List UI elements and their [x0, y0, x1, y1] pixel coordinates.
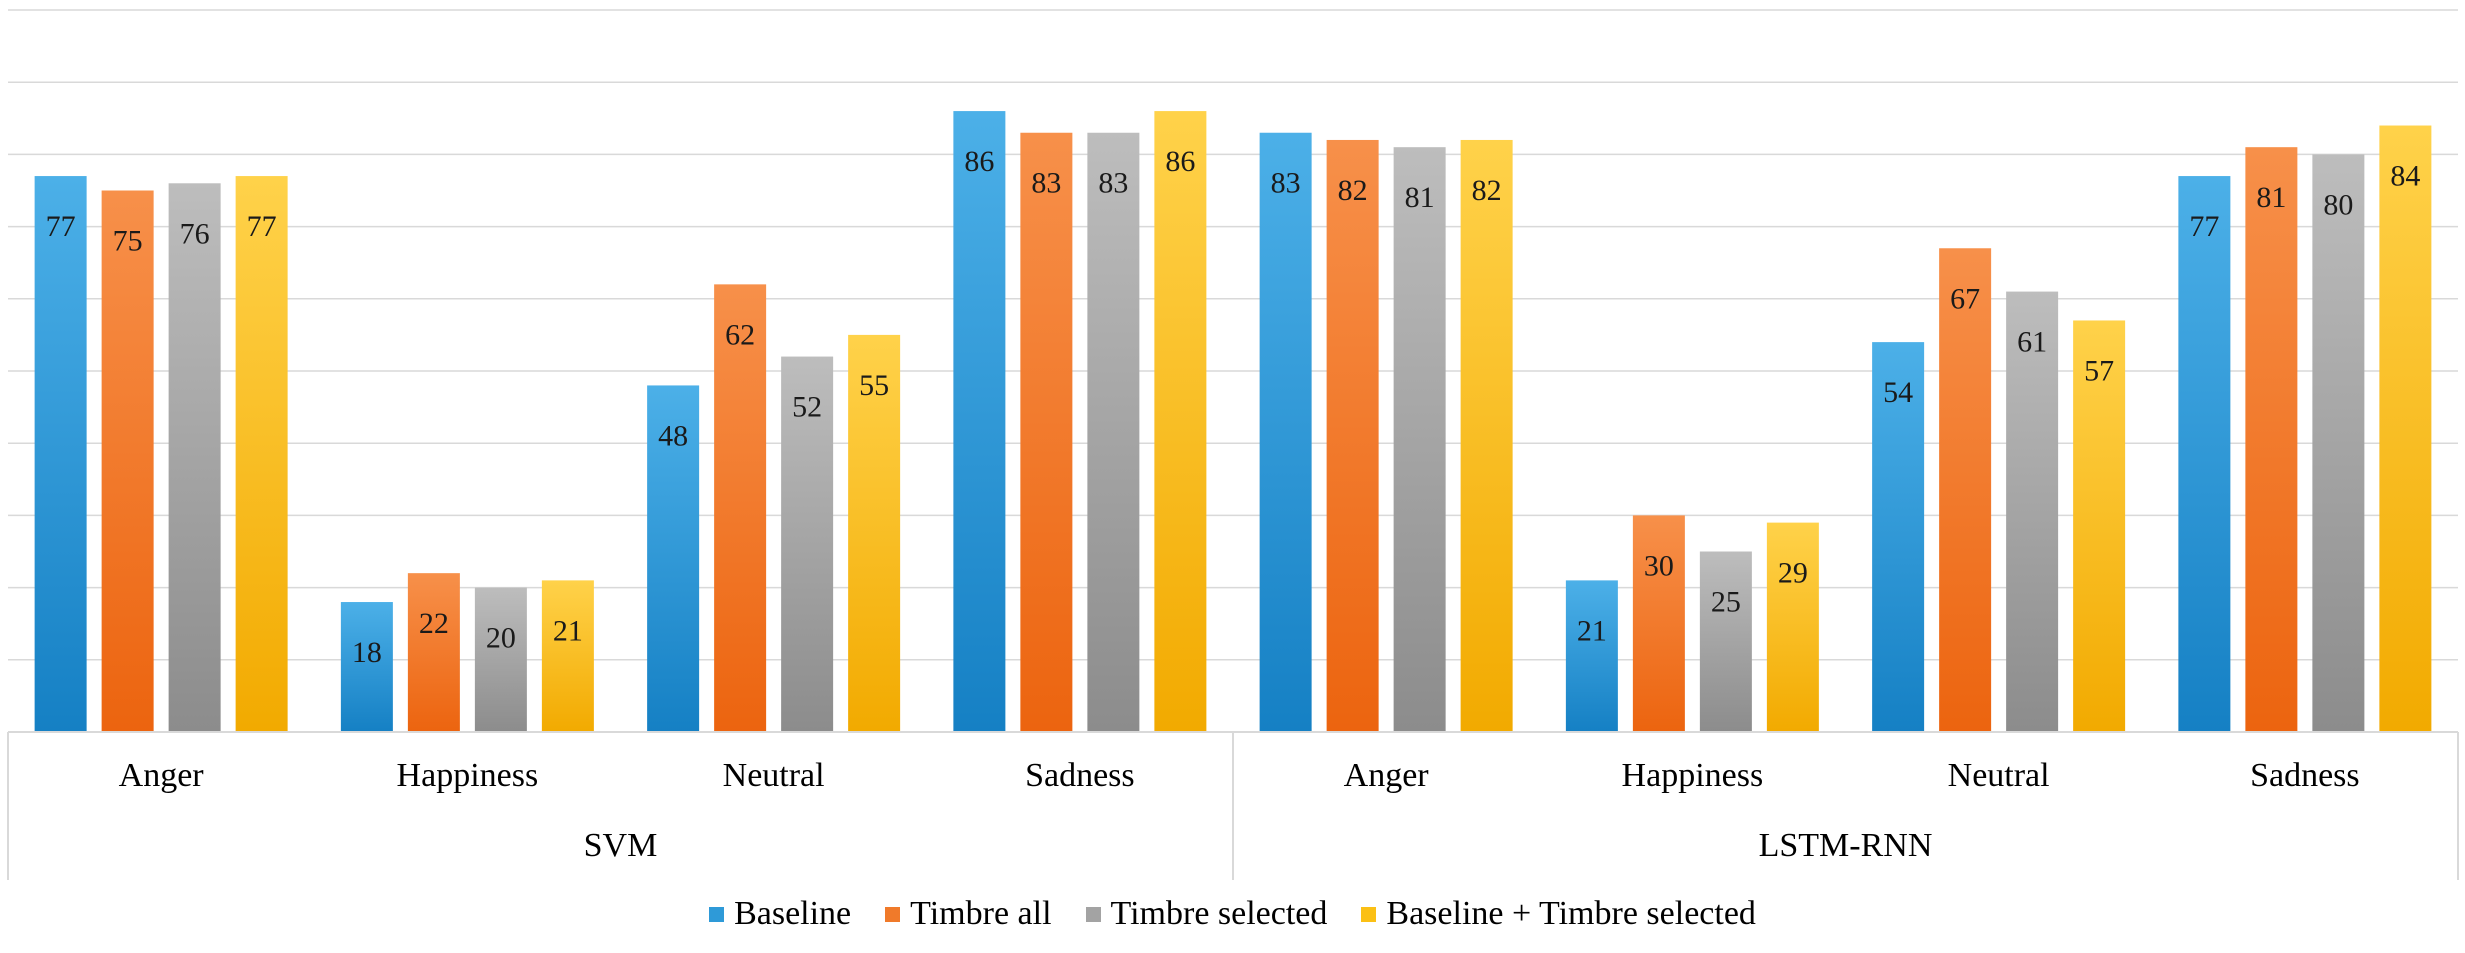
data-label-svm-anger-3: 77	[247, 210, 277, 243]
bar-lstm-rnn-neutral-2	[2006, 291, 2059, 732]
bar-lstm-rnn-anger-2	[1393, 147, 1446, 732]
data-label-svm-anger-2: 76	[180, 217, 210, 250]
bar-lstm-rnn-happiness-3	[1766, 522, 1819, 732]
data-label-lstm-rnn-neutral-2: 61	[2017, 326, 2047, 359]
bar-svm-neutral-0	[647, 385, 700, 732]
bar-svm-sadness-0	[953, 111, 1006, 732]
data-label-lstm-rnn-happiness-2: 25	[1711, 586, 1741, 619]
bar-lstm-rnn-sadness-2	[2312, 154, 2365, 732]
bar-lstm-rnn-anger-1	[1326, 139, 1379, 732]
bar-svm-sadness-3	[1154, 111, 1207, 732]
legend-swatch-baseline-timbre-selected	[1361, 906, 1377, 922]
data-label-lstm-rnn-happiness-3: 29	[1778, 557, 1808, 590]
data-label-svm-anger-1: 75	[113, 225, 143, 258]
bar-svm-anger-1	[101, 190, 154, 732]
bar-lstm-rnn-happiness-0	[1565, 580, 1618, 732]
bar-svm-happiness-1	[407, 573, 460, 732]
data-label-lstm-rnn-sadness-0: 77	[2189, 210, 2219, 243]
legend-item-timbre-selected: Timbre selected	[1085, 895, 1328, 933]
category-label-lstm-rnn-neutral: Neutral	[1948, 757, 2050, 794]
data-label-lstm-rnn-anger-0: 83	[1271, 167, 1301, 200]
bar-lstm-rnn-anger-0	[1259, 132, 1312, 733]
data-label-svm-sadness-2: 83	[1098, 167, 1128, 200]
bar-svm-anger-2	[168, 183, 221, 732]
data-label-lstm-rnn-anger-3: 82	[1472, 174, 1502, 207]
legend-item-baseline-timbre-selected: Baseline + Timbre selected	[1361, 895, 1756, 933]
bar-svm-anger-3	[235, 176, 288, 732]
bar-svm-anger-0	[34, 176, 87, 732]
bar-svm-sadness-1	[1020, 132, 1073, 733]
bar-svm-happiness-2	[474, 587, 527, 732]
bar-lstm-rnn-happiness-1	[1632, 515, 1685, 732]
data-label-svm-neutral-3: 55	[859, 369, 889, 402]
category-label-svm-anger: Anger	[119, 757, 205, 794]
category-label-lstm-rnn-anger: Anger	[1344, 757, 1430, 794]
data-label-lstm-rnn-happiness-1: 30	[1644, 549, 1674, 582]
category-label-lstm-rnn-happiness: Happiness	[1622, 757, 1764, 794]
data-label-lstm-rnn-sadness-3: 84	[2390, 160, 2420, 193]
data-label-svm-sadness-1: 83	[1031, 167, 1061, 200]
data-label-svm-happiness-0: 18	[352, 636, 382, 669]
bar-lstm-rnn-neutral-1	[1939, 248, 1992, 732]
x-axis: Anger Happiness Neutral Sadness Anger Happine…	[7, 731, 2459, 880]
group-label-lstm-rnn: LSTM-RNN	[1759, 827, 1933, 864]
data-label-svm-happiness-2: 20	[486, 622, 516, 655]
bar-lstm-rnn-sadness-0	[2178, 176, 2231, 732]
legend-label-baseline: Baseline	[734, 895, 852, 932]
group-label-svm: SVM	[584, 827, 658, 864]
bar-svm-neutral-2	[781, 356, 834, 732]
data-label-lstm-rnn-anger-2: 81	[1405, 181, 1435, 214]
legend-item-timbre-all: Timbre all	[885, 895, 1052, 933]
bar-svm-neutral-3	[848, 334, 901, 732]
bar-svm-happiness-0	[340, 602, 393, 732]
data-label-svm-sadness-3: 86	[1165, 145, 1195, 178]
bar-lstm-rnn-sadness-1	[2245, 147, 2298, 732]
legend-item-baseline: Baseline	[709, 895, 851, 933]
data-label-lstm-rnn-neutral-3: 57	[2084, 354, 2114, 387]
data-label-svm-neutral-0: 48	[658, 419, 688, 452]
data-label-svm-sadness-0: 86	[964, 145, 994, 178]
data-label-svm-neutral-2: 52	[792, 391, 822, 424]
bar-lstm-rnn-sadness-3	[2379, 125, 2432, 732]
data-label-lstm-rnn-neutral-0: 54	[1883, 376, 1913, 409]
data-label-lstm-rnn-neutral-1: 67	[1950, 282, 1980, 315]
data-label-lstm-rnn-anger-1: 82	[1338, 174, 1368, 207]
data-label-lstm-rnn-sadness-2: 80	[2323, 188, 2353, 221]
data-label-svm-neutral-1: 62	[725, 318, 755, 351]
legend: Baseline Timbre all Timbre selected Base…	[0, 895, 2465, 933]
legend-swatch-timbre-all	[885, 906, 901, 922]
bar-lstm-rnn-neutral-0	[1872, 342, 1925, 732]
bar-lstm-rnn-happiness-2	[1699, 551, 1752, 732]
bar-svm-neutral-1	[714, 284, 767, 732]
data-label-svm-happiness-1: 22	[419, 607, 449, 640]
category-label-lstm-rnn-sadness: Sadness	[2250, 757, 2360, 794]
legend-swatch-baseline	[709, 906, 725, 922]
bar-svm-sadness-2	[1087, 132, 1140, 733]
legend-label-timbre-selected: Timbre selected	[1110, 895, 1328, 932]
data-label-svm-anger-0: 77	[46, 210, 76, 243]
legend-label-baseline-timbre-selected: Baseline + Timbre selected	[1386, 895, 1756, 932]
bar-svm-happiness-3	[541, 580, 594, 732]
category-label-svm-happiness: Happiness	[397, 757, 539, 794]
legend-swatch-timbre-selected	[1085, 906, 1101, 922]
bars	[34, 111, 2432, 733]
bar-lstm-rnn-anger-3	[1460, 139, 1513, 732]
data-label-svm-happiness-3: 21	[553, 614, 583, 647]
category-label-svm-sadness: Sadness	[1025, 757, 1135, 794]
legend-label-timbre-all: Timbre all	[910, 895, 1052, 932]
data-labels: 77 75 76 77 18 22 20 21 48 62 52 55 86 83 83 86 83 82 81 82…	[46, 145, 2421, 669]
data-label-lstm-rnn-sadness-1: 81	[2256, 181, 2286, 214]
bar-chart: 77 75 76 77 18 22 20 21 48 62 52 55 86 83 83 86 83 82 81 82…	[7, 9, 2459, 880]
bar-lstm-rnn-neutral-3	[2073, 320, 2126, 732]
data-label-lstm-rnn-happiness-0: 21	[1577, 614, 1607, 647]
category-label-svm-neutral: Neutral	[723, 757, 825, 794]
